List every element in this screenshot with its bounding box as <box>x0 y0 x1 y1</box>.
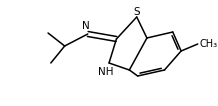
Text: CH₃: CH₃ <box>199 39 218 49</box>
Text: N: N <box>82 21 90 31</box>
Text: S: S <box>133 7 140 17</box>
Text: NH: NH <box>98 67 113 77</box>
